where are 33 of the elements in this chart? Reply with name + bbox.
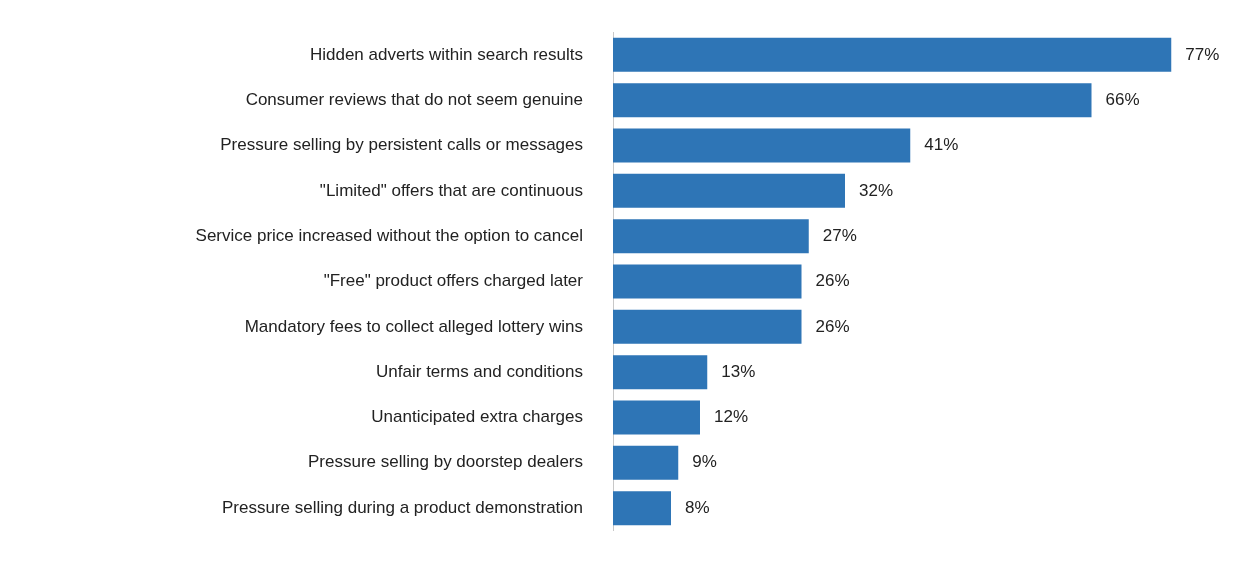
data-label: 8%: [685, 497, 710, 517]
y-tick-label: Consumer reviews that do not seem genuine: [245, 89, 583, 109]
data-label: 12%: [714, 407, 749, 427]
data-label: 9%: [692, 452, 717, 472]
y-tick-label: Pressure selling during a product demonstration: [222, 497, 583, 517]
bar: [613, 37, 1172, 72]
data-label: 26%: [815, 271, 850, 291]
bar: [613, 83, 1092, 118]
bar: [613, 400, 700, 435]
y-tick-label: Service price increased without the option to cancel: [195, 225, 583, 245]
y-tick-label: Unfair terms and conditions: [376, 361, 583, 381]
y-tick-label: "Free" product offers charged later: [323, 271, 584, 291]
data-label: 41%: [924, 135, 959, 155]
y-tick-label: Pressure selling by doorstep dealers: [308, 452, 583, 472]
data-label: 13%: [721, 361, 756, 381]
y-tick-label: Unanticipated extra charges: [371, 407, 583, 427]
bar: [613, 219, 809, 254]
data-label: 27%: [822, 225, 857, 245]
y-tick-label: Mandatory fees to collect alleged lottery wins: [244, 316, 583, 336]
data-label: 66%: [1105, 89, 1140, 109]
bar: [613, 173, 845, 208]
data-label: 26%: [815, 316, 850, 336]
bar: [613, 445, 679, 480]
bar: [613, 264, 802, 299]
data-label: 32%: [859, 180, 894, 200]
y-tick-label: Hidden adverts within search results: [309, 44, 583, 64]
bar: [613, 309, 802, 344]
bar: [613, 491, 671, 526]
y-tick-label: Pressure selling by persistent calls or messages: [220, 135, 583, 155]
bar: [613, 128, 911, 163]
y-tick-label: "Limited" offers that are continuous: [319, 180, 583, 200]
data-label: 77%: [1185, 44, 1220, 64]
bar: [613, 355, 708, 390]
